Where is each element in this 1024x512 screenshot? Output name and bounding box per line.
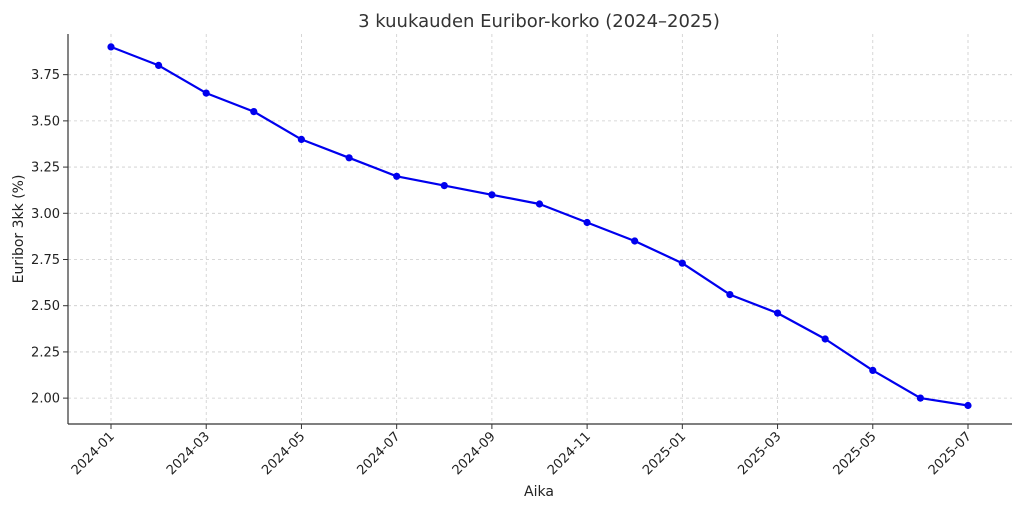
data-point bbox=[678, 259, 686, 267]
data-point bbox=[726, 291, 734, 299]
x-tick-label: 2024-11 bbox=[545, 429, 594, 478]
data-point bbox=[774, 309, 782, 317]
data-point bbox=[535, 200, 544, 208]
data-point bbox=[202, 89, 210, 97]
data-point bbox=[345, 154, 353, 162]
x-tick-label: 2024-07 bbox=[354, 429, 403, 478]
x-tick-label: 2024-01 bbox=[69, 429, 118, 478]
data-point bbox=[250, 108, 258, 116]
data-point bbox=[440, 182, 448, 190]
x-tick-label: 2024-05 bbox=[259, 429, 308, 478]
y-tick-label: 3.50 bbox=[31, 114, 60, 129]
grid bbox=[68, 34, 1012, 424]
axes bbox=[67, 34, 1012, 425]
data-point bbox=[869, 366, 877, 374]
chart-title: 3 kuukauden Euribor-korko (2024–2025) bbox=[358, 11, 720, 32]
data-point bbox=[155, 61, 163, 69]
y-tick-label: 2.50 bbox=[31, 299, 60, 314]
x-tick-label: 2025-03 bbox=[735, 429, 784, 478]
data-point bbox=[916, 394, 925, 402]
x-tick-label: 2025-07 bbox=[926, 429, 975, 478]
y-tick-label: 3.00 bbox=[31, 207, 60, 222]
data-point bbox=[107, 43, 115, 51]
y-tick-label: 2.00 bbox=[31, 392, 60, 407]
y-ticks: 2.00 2.25 2.50 2.75 3.00 3.25 3.50 3.75 bbox=[31, 68, 68, 407]
x-tick-label: 2025-05 bbox=[831, 429, 880, 478]
y-tick-label: 2.25 bbox=[31, 345, 60, 360]
series-layer bbox=[107, 43, 972, 410]
data-point bbox=[488, 191, 496, 199]
data-point bbox=[583, 218, 591, 227]
data-point bbox=[631, 237, 639, 245]
data-point bbox=[821, 335, 829, 343]
y-tick-label: 3.75 bbox=[31, 68, 60, 83]
data-point bbox=[964, 401, 972, 410]
x-tick-label: 2024-09 bbox=[450, 429, 499, 478]
y-tick-label: 3.25 bbox=[31, 161, 60, 176]
series-line bbox=[110, 45, 969, 407]
x-tick-label: 2025-01 bbox=[640, 429, 689, 478]
data-point bbox=[297, 135, 305, 143]
y-tick-label: 2.75 bbox=[31, 253, 60, 268]
x-ticks: 2024-01 2024-03 2024-05 2024-07 2024-09 2024-… bbox=[69, 424, 975, 478]
y-axis-label: Euribor 3kk (%) bbox=[11, 175, 27, 284]
x-tick-label: 2024-03 bbox=[164, 429, 213, 478]
data-point bbox=[393, 172, 401, 180]
x-axis-label: Aika bbox=[524, 484, 554, 500]
